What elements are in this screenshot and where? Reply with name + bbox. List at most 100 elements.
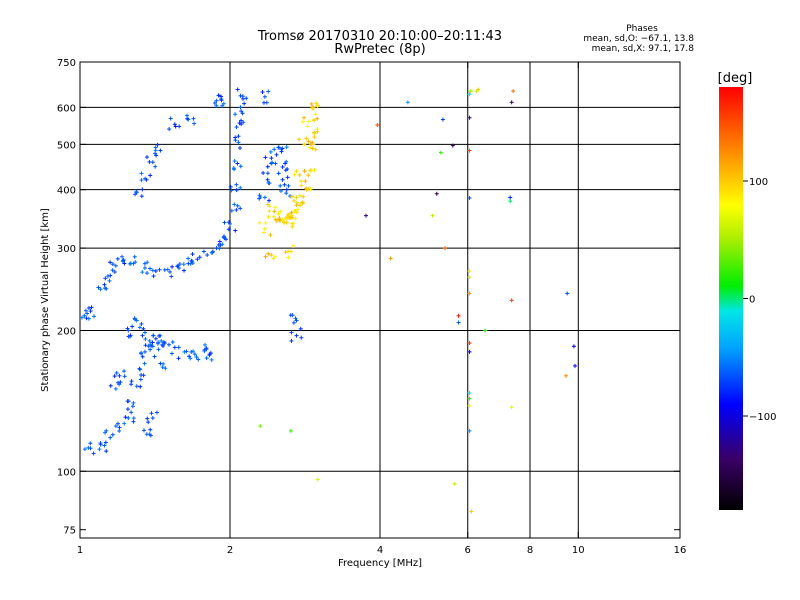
data-point xyxy=(142,349,147,354)
data-point xyxy=(261,100,266,105)
data-point xyxy=(315,116,320,121)
data-point xyxy=(308,187,313,192)
data-point xyxy=(176,266,181,271)
data-point xyxy=(306,186,311,191)
data-point xyxy=(285,212,290,217)
data-point xyxy=(299,179,304,184)
data-point xyxy=(304,136,309,141)
data-point xyxy=(98,287,103,292)
data-point xyxy=(267,181,272,186)
data-point xyxy=(152,354,157,359)
data-point xyxy=(292,198,297,203)
data-point xyxy=(189,258,194,263)
data-point xyxy=(280,177,285,182)
data-point xyxy=(305,124,310,129)
data-point xyxy=(263,254,268,259)
data-point xyxy=(438,150,443,155)
data-point xyxy=(312,130,317,135)
data-point xyxy=(257,193,262,198)
y-tick-label: 100 xyxy=(57,467,76,478)
data-point xyxy=(297,172,302,177)
data-point xyxy=(142,330,147,335)
data-point xyxy=(138,377,143,382)
data-point xyxy=(83,308,88,313)
data-point xyxy=(311,142,316,147)
data-point xyxy=(236,134,241,139)
data-point xyxy=(297,137,302,142)
data-point xyxy=(237,121,242,126)
data-point xyxy=(97,447,102,452)
data-point xyxy=(272,209,277,214)
data-point xyxy=(265,202,270,207)
data-point xyxy=(240,111,245,116)
data-point xyxy=(188,356,193,361)
data-point xyxy=(467,275,472,280)
data-point xyxy=(86,316,91,321)
data-point xyxy=(129,410,134,415)
data-point xyxy=(216,93,221,98)
data-point xyxy=(273,161,278,166)
data-point xyxy=(294,210,299,215)
data-point xyxy=(307,145,312,150)
data-point xyxy=(201,249,206,254)
data-point xyxy=(145,416,150,421)
data-point xyxy=(262,94,267,99)
data-point xyxy=(233,228,238,233)
data-point xyxy=(237,146,242,151)
data-point xyxy=(112,270,117,275)
grid-lines xyxy=(80,62,680,538)
x-tick-label: 6 xyxy=(465,545,471,556)
data-point xyxy=(115,380,120,385)
data-point xyxy=(301,194,306,199)
data-point xyxy=(113,424,118,429)
y-tick-label: 200 xyxy=(57,326,76,337)
data-point xyxy=(131,416,136,421)
data-point xyxy=(110,262,115,267)
data-point xyxy=(288,215,293,220)
data-point xyxy=(133,192,138,197)
data-point xyxy=(105,274,110,279)
data-point xyxy=(153,164,158,169)
data-point xyxy=(308,168,313,173)
data-point xyxy=(209,250,214,255)
data-point xyxy=(184,349,189,354)
data-point xyxy=(315,127,320,132)
data-point xyxy=(467,428,472,433)
data-point xyxy=(277,217,282,222)
data-point xyxy=(148,173,153,178)
data-point xyxy=(292,172,297,177)
data-point xyxy=(89,305,94,310)
data-point xyxy=(285,175,290,180)
data-point xyxy=(511,89,516,94)
data-point xyxy=(221,235,226,240)
y-tick-label: 500 xyxy=(57,140,76,151)
data-point xyxy=(467,115,472,120)
data-point xyxy=(160,365,165,370)
data-point xyxy=(112,374,117,379)
data-point xyxy=(272,147,277,152)
data-point xyxy=(294,318,299,323)
data-point xyxy=(167,127,172,132)
data-point xyxy=(117,373,122,378)
data-point xyxy=(280,146,285,151)
data-point xyxy=(132,254,137,259)
data-point xyxy=(142,428,147,433)
data-point xyxy=(434,191,439,196)
data-point xyxy=(290,221,295,226)
data-point xyxy=(229,188,234,193)
data-point xyxy=(108,383,113,388)
data-point xyxy=(142,266,147,271)
data-point xyxy=(197,255,202,260)
data-point xyxy=(208,351,213,356)
data-point xyxy=(270,160,275,165)
data-point xyxy=(162,341,167,346)
data-point xyxy=(306,139,311,144)
data-point xyxy=(192,352,197,357)
data-point xyxy=(508,199,513,204)
data-point xyxy=(140,270,145,275)
data-point xyxy=(88,446,93,451)
data-point xyxy=(573,363,578,368)
data-point xyxy=(128,333,133,338)
data-point xyxy=(185,116,190,121)
data-point xyxy=(148,427,153,432)
